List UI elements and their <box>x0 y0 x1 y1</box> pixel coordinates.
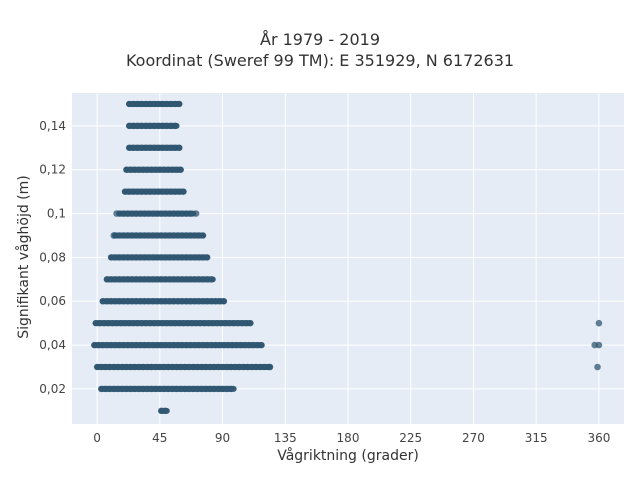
data-point <box>180 188 187 195</box>
data-point <box>208 276 215 283</box>
data-point <box>110 232 118 239</box>
x-tick-label: 90 <box>215 431 230 445</box>
data-point <box>266 363 274 371</box>
y-tick-label: 0,12 <box>39 163 66 177</box>
y-tick-label: 0,14 <box>39 119 66 133</box>
data-point <box>192 210 200 217</box>
y-axis-label: Signifikant våghöjd (m) <box>16 175 32 339</box>
data-point <box>247 319 254 327</box>
data-point <box>595 341 603 349</box>
data-point <box>171 122 179 130</box>
data-point <box>162 407 169 415</box>
x-tick-label: 225 <box>399 431 422 445</box>
data-point <box>187 210 194 217</box>
data-point <box>595 319 603 327</box>
x-tick-label: 135 <box>274 431 297 445</box>
x-tick-label: 0 <box>93 431 101 445</box>
x-tick-label: 360 <box>587 431 610 445</box>
data-point <box>113 210 120 217</box>
x-tick-label: 180 <box>337 431 360 445</box>
data-point <box>199 232 207 239</box>
data-point <box>227 385 235 393</box>
x-axis-label: Vågriktning (grader) <box>277 448 419 464</box>
y-tick-label: 0,04 <box>39 338 66 352</box>
x-tick-label: 45 <box>152 431 167 445</box>
chart-title: År 1979 - 2019 <box>260 30 380 49</box>
data-point <box>258 341 265 349</box>
y-tick-label: 0,08 <box>39 250 66 264</box>
data-point <box>220 298 228 305</box>
y-tick-label: 0,02 <box>39 382 66 396</box>
data-point <box>176 100 183 108</box>
x-tick-label: 270 <box>462 431 485 445</box>
y-tick-label: 0,06 <box>39 294 66 308</box>
chart-subtitle: Koordinat (Sweref 99 TM): E 351929, N 61… <box>125 51 515 70</box>
x-tick-label: 315 <box>525 431 548 445</box>
data-point <box>177 166 184 173</box>
data-point <box>176 144 183 152</box>
data-point <box>594 363 601 371</box>
y-tick-label: 0,1 <box>47 207 66 221</box>
data-point <box>204 254 211 261</box>
